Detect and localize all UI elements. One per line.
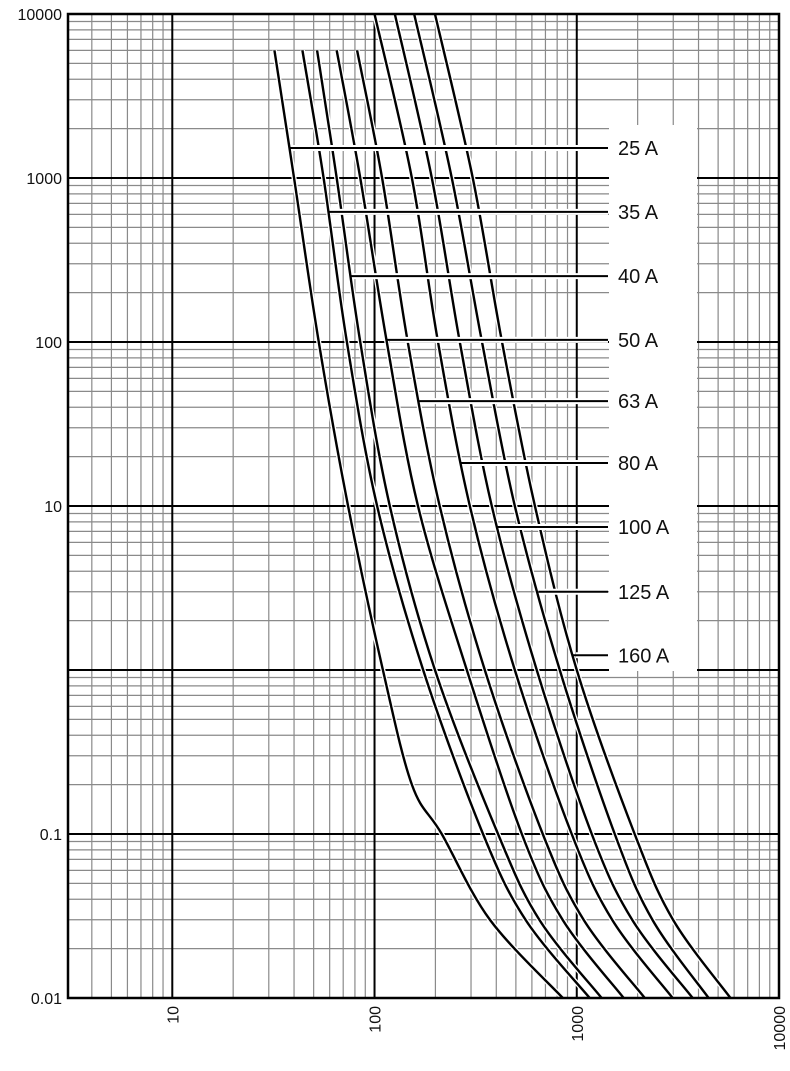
curve-label: 40 A: [618, 266, 659, 288]
label-panel-mask: [609, 125, 697, 671]
curve-label: 160 A: [618, 645, 670, 667]
curve-label: 125 A: [618, 582, 670, 604]
curve-label: 100 A: [618, 517, 670, 539]
plot-frame: [66, 12, 781, 1000]
curve-label: 63 A: [618, 391, 659, 413]
curve-63a: [355, 50, 646, 999]
curves: [271, 13, 733, 1000]
y-tick-labels: 10000 1000 100 10 0.1 0.01: [18, 7, 63, 1008]
x-tick-label: 100: [368, 1006, 385, 1033]
y-tick-label: 1000: [26, 171, 62, 188]
curve-leaders: [289, 144, 608, 659]
curve-label: 50 A: [618, 330, 659, 352]
curve-100a: [393, 13, 694, 999]
curve-160a: [433, 13, 732, 999]
curve-25a: [273, 50, 564, 999]
curve-label: 35 A: [618, 202, 659, 224]
y-tick-label: 10: [44, 499, 62, 516]
y-tick-label: 0.01: [31, 991, 62, 1008]
curve-40a: [315, 50, 603, 999]
y-tick-label: 0.1: [40, 827, 62, 844]
curve-label: 80 A: [618, 453, 659, 475]
curve-label: 25 A: [618, 138, 659, 160]
y-tick-label: 10000: [18, 7, 63, 24]
y-tick-label: 100: [35, 335, 62, 352]
curve-50a: [335, 50, 625, 999]
curve-labels: 25 A 35 A 40 A 50 A 63 A 80 A 100 A 125 A 160 A: [618, 138, 670, 667]
x-tick-label: 10: [165, 1006, 182, 1024]
curve-35a: [301, 50, 591, 999]
x-tick-label: 1000: [570, 1006, 587, 1042]
curve-125a: [412, 13, 710, 999]
curve-80a: [373, 13, 674, 999]
x-tick-labels: 10 100 1000 10000: [165, 1006, 789, 1051]
x-tick-label: 10000: [772, 1006, 789, 1051]
